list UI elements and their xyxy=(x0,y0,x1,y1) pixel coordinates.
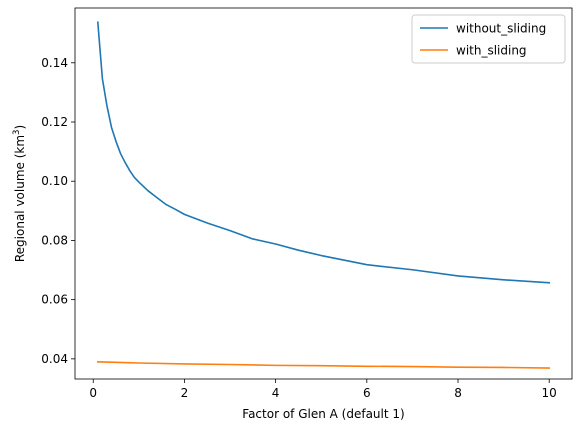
y-axis-label-superscript: 3 xyxy=(12,130,22,135)
y-tick-label-5: 0.14 xyxy=(41,56,68,70)
x-tick-label-0: 0 xyxy=(89,386,97,400)
legend-label-without-sliding: without_sliding xyxy=(456,22,546,36)
plot-background xyxy=(75,8,572,379)
x-tick-label-1: 2 xyxy=(181,386,189,400)
plot-frame xyxy=(74,7,573,380)
legend-box xyxy=(411,14,566,64)
x-tick-label-3: 6 xyxy=(363,386,371,400)
y-axis-label-main: Regional volume (km xyxy=(13,135,27,262)
series-line-1 xyxy=(96,361,551,369)
x-axis-label: Factor of Glen A (default 1) xyxy=(242,407,404,421)
x-tick-label-4: 8 xyxy=(454,386,462,400)
x-tick-label-2: 4 xyxy=(272,386,280,400)
y-tick-label-3: 0.10 xyxy=(41,174,68,188)
legend: without_sliding with_sliding xyxy=(411,14,566,64)
y-axis-label-tail: ) xyxy=(13,125,27,130)
y-tick-label-0: 0.04 xyxy=(41,352,68,366)
x-axis-ticks: 0 2 4 6 8 10 xyxy=(89,379,557,400)
y-axis-ticks: 0.04 0.06 0.08 0.10 0.12 0.14 xyxy=(41,56,75,366)
series-line-0 xyxy=(96,21,551,284)
series-layer xyxy=(96,21,551,369)
legend-label-with-sliding: with_sliding xyxy=(456,44,527,58)
y-tick-label-4: 0.12 xyxy=(41,115,68,129)
y-tick-label-2: 0.08 xyxy=(41,233,68,247)
x-tick-label-5: 10 xyxy=(542,386,557,400)
y-tick-label-1: 0.06 xyxy=(41,293,68,307)
y-axis-label: Regional volume (km3) xyxy=(12,125,27,262)
